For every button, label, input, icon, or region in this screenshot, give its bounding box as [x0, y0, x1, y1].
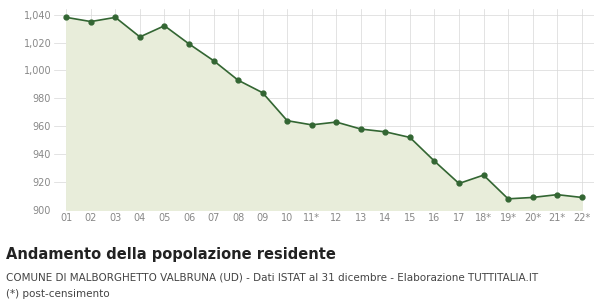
Text: (*) post-censimento: (*) post-censimento	[6, 289, 110, 299]
Text: COMUNE DI MALBORGHETTO VALBRUNA (UD) - Dati ISTAT al 31 dicembre - Elaborazione : COMUNE DI MALBORGHETTO VALBRUNA (UD) - D…	[6, 272, 538, 283]
Text: Andamento della popolazione residente: Andamento della popolazione residente	[6, 248, 336, 262]
